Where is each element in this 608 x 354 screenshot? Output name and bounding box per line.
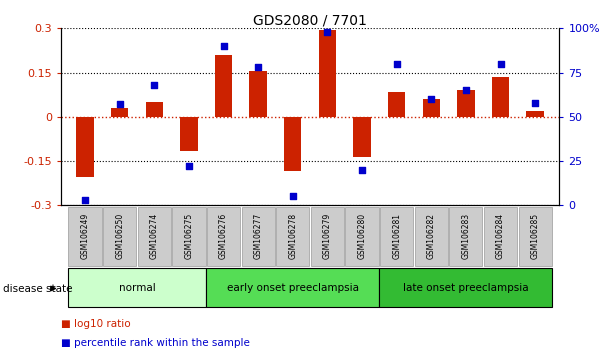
Point (426, 96, 436, 102)
Text: GSM106283: GSM106283 (461, 213, 471, 259)
Text: ■ log10 ratio: ■ log10 ratio (61, 319, 131, 329)
Text: GSM106284: GSM106284 (496, 213, 505, 259)
Text: GSM106276: GSM106276 (219, 213, 228, 259)
Point (254, 64, 263, 70)
Text: GSM106281: GSM106281 (392, 213, 401, 259)
Point (184, 164, 194, 169)
Text: late onset preeclampsia: late onset preeclampsia (403, 282, 529, 293)
Bar (249, 71, 267, 117)
Point (150, 82, 159, 88)
FancyBboxPatch shape (241, 207, 275, 266)
Title: GDS2080 / 7701: GDS2080 / 7701 (253, 13, 367, 27)
Point (219, 43, 229, 49)
Bar (284, 117, 302, 171)
Point (496, 61, 505, 67)
FancyBboxPatch shape (519, 207, 551, 266)
Point (392, 61, 401, 67)
FancyBboxPatch shape (67, 268, 206, 307)
Bar (180, 117, 198, 151)
Text: ■ percentile rank within the sample: ■ percentile rank within the sample (61, 338, 250, 348)
Point (288, 194, 298, 199)
FancyBboxPatch shape (206, 268, 379, 307)
Bar (353, 117, 371, 156)
FancyBboxPatch shape (69, 207, 102, 266)
Bar (492, 77, 509, 117)
Point (530, 100, 540, 105)
Text: GSM106250: GSM106250 (115, 213, 124, 259)
Text: GSM106278: GSM106278 (288, 213, 297, 259)
Text: GSM106279: GSM106279 (323, 213, 332, 259)
Bar (77, 117, 94, 177)
Text: GSM106277: GSM106277 (254, 213, 263, 259)
Bar (457, 90, 474, 117)
Text: GSM106275: GSM106275 (184, 213, 193, 259)
Bar (319, 30, 336, 117)
FancyBboxPatch shape (380, 207, 413, 266)
FancyBboxPatch shape (449, 207, 483, 266)
Bar (388, 92, 406, 117)
Point (322, 29, 332, 35)
FancyBboxPatch shape (137, 207, 171, 266)
Text: GSM106285: GSM106285 (531, 213, 540, 259)
Text: GSM106280: GSM106280 (358, 213, 367, 259)
Text: disease state: disease state (3, 284, 72, 293)
Point (115, 102, 125, 107)
Bar (146, 102, 163, 117)
Text: GSM106282: GSM106282 (427, 213, 436, 259)
FancyBboxPatch shape (484, 207, 517, 266)
Bar (423, 99, 440, 117)
FancyBboxPatch shape (415, 207, 448, 266)
Bar (111, 108, 128, 117)
FancyBboxPatch shape (276, 207, 309, 266)
Point (80, 197, 90, 203)
Text: early onset preeclampsia: early onset preeclampsia (227, 282, 359, 293)
FancyBboxPatch shape (103, 207, 136, 266)
FancyBboxPatch shape (311, 207, 344, 266)
Point (461, 87, 471, 93)
Bar (215, 55, 232, 117)
Text: GSM106274: GSM106274 (150, 213, 159, 259)
Bar (527, 111, 544, 117)
FancyBboxPatch shape (172, 207, 206, 266)
FancyBboxPatch shape (207, 207, 240, 266)
Text: normal: normal (119, 282, 155, 293)
Point (357, 167, 367, 173)
Text: GSM106249: GSM106249 (80, 213, 89, 259)
FancyBboxPatch shape (345, 207, 379, 266)
FancyBboxPatch shape (379, 268, 553, 307)
